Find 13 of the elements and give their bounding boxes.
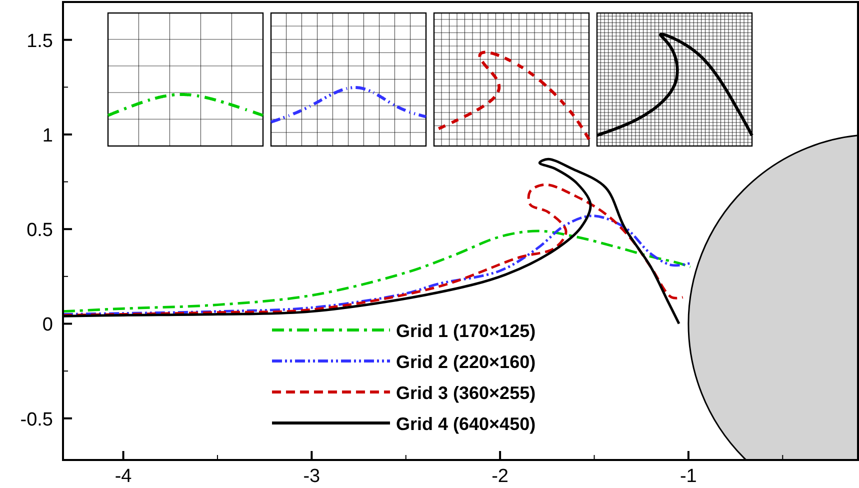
y-tick-label: 1 bbox=[42, 125, 53, 146]
y-tick-label: 0 bbox=[42, 314, 53, 336]
legend-label: Grid 2 (220×160) bbox=[396, 352, 536, 372]
y-tick-label: -0.5 bbox=[20, 409, 53, 430]
x-tick-label: -3 bbox=[303, 466, 320, 487]
x-tick-label: -1 bbox=[680, 466, 697, 487]
legend-label: Grid 1 (170×125) bbox=[396, 321, 536, 341]
legend-label: Grid 3 (360×255) bbox=[396, 383, 536, 403]
y-tick-label: 0.5 bbox=[26, 220, 53, 242]
legend-label: Grid 4 (640×450) bbox=[396, 414, 536, 434]
x-tick-label: -2 bbox=[492, 466, 509, 487]
x-tick-label: -4 bbox=[114, 466, 132, 487]
y-tick-label: 1.5 bbox=[26, 30, 53, 52]
